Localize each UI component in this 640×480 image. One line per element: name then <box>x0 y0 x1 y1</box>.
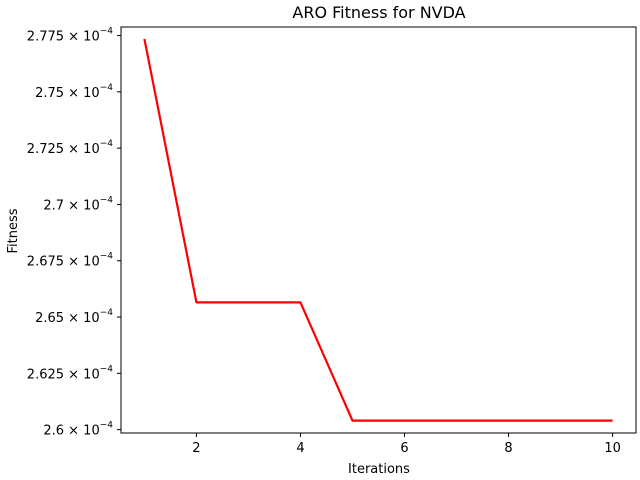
y-tick-label: 2.625 × 10−4 <box>27 364 113 382</box>
x-tick-label: 8 <box>504 441 512 456</box>
y-tick-label: 2.6 × 10−4 <box>43 421 113 439</box>
chart-title: ARO Fitness for NVDA <box>292 3 465 22</box>
y-tick-label: 2.775 × 10−4 <box>27 27 113 45</box>
y-tick-label: 2.7 × 10−4 <box>43 195 113 213</box>
x-tick-label: 6 <box>400 441 408 456</box>
y-axis-ticks: 2.6 × 10−4 2.625 × 10−4 2.65 × 10−4 2.675 ×… <box>27 27 121 439</box>
plot-frame <box>120 26 637 434</box>
x-tick-label: 4 <box>296 441 304 456</box>
x-tick-label: 2 <box>192 441 200 456</box>
y-tick-label: 2.65 × 10−4 <box>35 308 113 326</box>
y-tick-label: 2.75 × 10−4 <box>35 83 113 101</box>
y-axis-label: Fitness <box>6 208 21 253</box>
plot-area <box>120 26 637 434</box>
fitness-series-line <box>143 38 613 422</box>
y-tick-label: 2.675 × 10−4 <box>27 252 113 270</box>
y-tick-label: 2.725 × 10−4 <box>27 139 113 157</box>
x-tick-label: 10 <box>604 441 621 456</box>
x-axis-ticks: 2 4 6 8 10 <box>192 433 621 456</box>
series-layer <box>143 38 613 422</box>
x-axis-label: Iterations <box>348 462 410 477</box>
